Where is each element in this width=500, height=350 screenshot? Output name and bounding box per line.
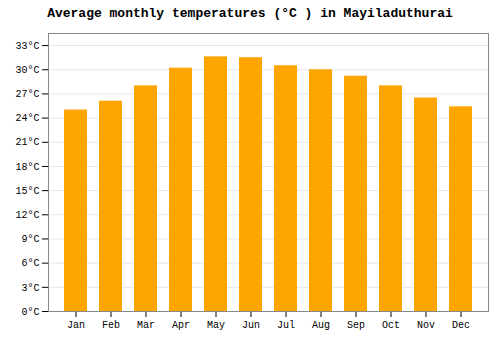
svg-text:9°C: 9°C	[21, 234, 39, 245]
svg-text:27°C: 27°C	[15, 89, 39, 100]
svg-text:Mar: Mar	[137, 320, 155, 331]
svg-text:3°C: 3°C	[21, 283, 39, 294]
html-text:Average monthly temperatures (: Average monthly temperatures (°C ) in Ma…	[47, 6, 453, 21]
svg-text:Jul: Jul	[277, 320, 295, 331]
svg-text:12°C: 12°C	[15, 210, 39, 221]
svg-text:Nov: Nov	[417, 320, 435, 331]
svg-text:Dec: Dec	[452, 320, 470, 331]
svg-text:0°C: 0°C	[21, 307, 39, 318]
svg-text:May: May	[207, 320, 225, 331]
svg-text:Sep: Sep	[347, 320, 365, 331]
svg-text:Aug: Aug	[312, 320, 330, 331]
svg-text:18°C: 18°C	[15, 162, 39, 173]
svg-text:21°C: 21°C	[15, 137, 39, 148]
svg-text:Oct: Oct	[382, 320, 400, 331]
svg-text:33°C: 33°C	[15, 41, 39, 52]
svg-text:Jan: Jan	[67, 320, 85, 331]
svg-text:15°C: 15°C	[15, 186, 39, 197]
svg-text:Feb: Feb	[102, 320, 120, 331]
svg-text:Jun: Jun	[242, 320, 260, 331]
svg-text:30°C: 30°C	[15, 65, 39, 76]
svg-text:Apr: Apr	[172, 320, 190, 331]
svg-text:6°C: 6°C	[21, 258, 39, 269]
svg-text:24°C: 24°C	[15, 113, 39, 124]
